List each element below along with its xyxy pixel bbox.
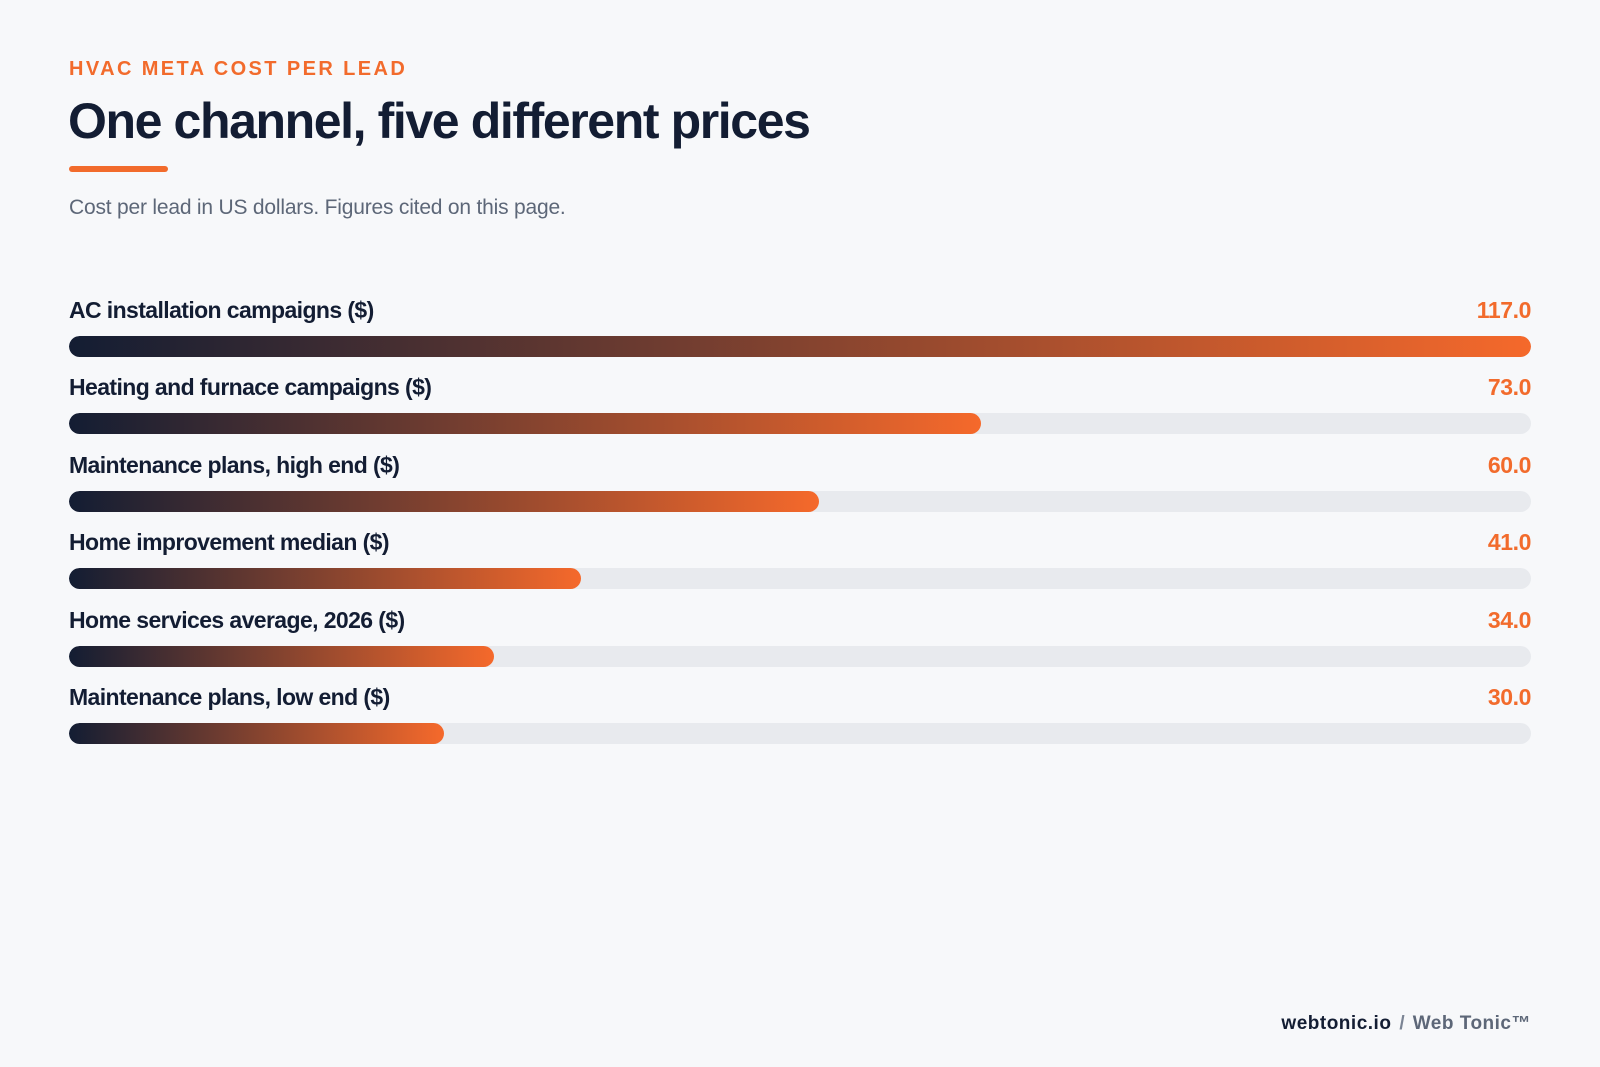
bar-label: Maintenance plans, low end ($) — [69, 683, 390, 710]
bar — [69, 336, 1531, 357]
bar-label: Heating and furnace campaigns ($) — [69, 374, 432, 401]
bar-label: Home services average, 2026 ($) — [69, 606, 405, 633]
bar-track — [69, 568, 1531, 590]
bar-value-label: 60.0 — [1487, 451, 1532, 478]
bar-track — [69, 413, 1531, 435]
footer-site: webtonic.io — [1281, 1013, 1392, 1034]
bar-label: AC installation campaigns ($) — [69, 297, 374, 323]
chart-title: One channel, five different prices — [68, 93, 811, 149]
bar — [69, 645, 494, 667]
bar-value-label: 34.0 — [1487, 606, 1532, 633]
title-underline — [69, 166, 168, 172]
bar-value-label: 30.0 — [1487, 683, 1532, 710]
bar-track — [69, 490, 1531, 512]
bar — [69, 413, 981, 435]
bar — [69, 722, 444, 744]
bar-label: Home improvement median ($) — [69, 529, 390, 556]
bar-row: Maintenance plans, high end ($) 60.0 — [69, 451, 1531, 528]
footer-brand: Web Tonic™ — [1412, 1013, 1531, 1034]
bar-row: Home improvement median ($) 41.0 — [69, 528, 1531, 605]
chart-subtitle: Cost per lead in US dollars. Figures cit… — [69, 196, 566, 219]
bar — [69, 568, 581, 590]
bar-chart: AC installation campaigns ($) 117.0 Heatin… — [69, 296, 1531, 760]
bar-row: Home services average, 2026 ($) 34.0 — [69, 606, 1531, 683]
bar-row: Maintenance plans, low end ($) 30.0 — [69, 683, 1531, 760]
bar-track — [69, 722, 1531, 744]
bar-value-label: 73.0 — [1487, 374, 1532, 401]
bar-row: AC installation campaigns ($) 117.0 — [69, 296, 1531, 373]
bar-value-label: 41.0 — [1487, 529, 1532, 556]
bar — [69, 490, 819, 512]
bar-track — [69, 336, 1531, 357]
bar-label: Maintenance plans, high end ($) — [69, 451, 400, 478]
bar-value-label: 117.0 — [1476, 297, 1532, 323]
eyebrow-label: HVAC META COST PER LEAD — [69, 58, 408, 80]
bar-track — [69, 645, 1531, 667]
footer: webtonic.io / Web Tonic™ — [1281, 1013, 1531, 1035]
bar-row: Heating and furnace campaigns ($) 73.0 — [69, 373, 1531, 450]
footer-separator: / — [1399, 1013, 1405, 1034]
